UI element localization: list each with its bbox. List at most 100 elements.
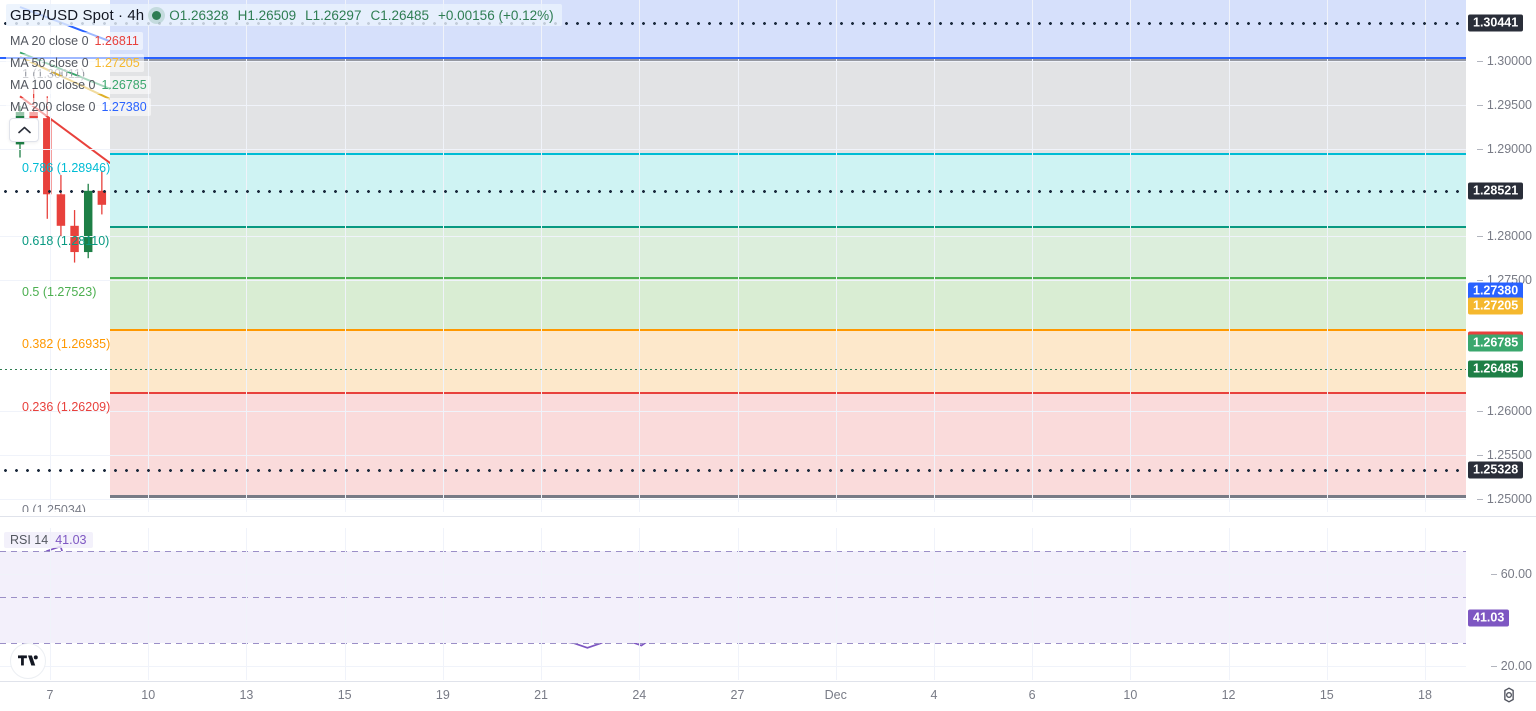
grid-line: [639, 0, 641, 512]
horizontal-level-line[interactable]: [0, 189, 1466, 193]
time-tick: 19: [435, 688, 450, 702]
grid-line: [1326, 0, 1328, 512]
grid-line: [0, 105, 1466, 107]
rsi-pane[interactable]: [0, 528, 1466, 680]
price-tick: 1.25000: [1476, 492, 1532, 506]
grid-line: [0, 666, 1466, 668]
rsi-threshold-line: [0, 643, 1466, 645]
time-tick: 6: [1028, 688, 1036, 702]
ohlc-change: +0.00156 (+0.12%): [438, 7, 554, 23]
price-badge[interactable]: 1.27205: [1468, 297, 1524, 315]
tick-dash: [1476, 455, 1483, 457]
grid-line: [1032, 0, 1034, 512]
fib-label: 0.786 (1.28946): [22, 160, 111, 175]
fib-zone: [110, 329, 1466, 394]
tick-dash: [1476, 105, 1483, 107]
price-badge[interactable]: 1.25328: [1468, 461, 1524, 479]
symbol-title: GBP/USD Spot · 4h: [10, 6, 145, 24]
grid-line: [246, 528, 248, 680]
time-tick: 15: [1319, 688, 1334, 702]
horizontal-level-line[interactable]: [0, 469, 1466, 473]
fib-line: [110, 494, 1466, 498]
fib-label: 0.618 (1.28110): [22, 233, 110, 248]
grid-line: [1228, 528, 1230, 680]
fib-zone: [110, 393, 1466, 496]
grid-line: [0, 61, 1466, 63]
time-tick: 18: [1418, 688, 1432, 702]
time-tick: 4: [930, 688, 938, 702]
collapse-pane-button[interactable]: [9, 118, 39, 142]
chevron-up-icon: [17, 126, 31, 134]
time-tick: 24: [632, 688, 647, 702]
price-axis[interactable]: 1.30000 1.29500 1.29000 1.28000 1.27500 1.260…: [1466, 0, 1536, 512]
price-badge[interactable]: 1.30441: [1468, 14, 1524, 32]
fib-line: [110, 152, 1466, 155]
grid-line: [344, 0, 346, 512]
tick-dash: [1476, 411, 1483, 413]
horizontal-level-line[interactable]: [0, 21, 1466, 25]
ma-legend-name: MA 200 close 0: [10, 100, 96, 114]
ohlc-low: L1.26297: [305, 7, 362, 23]
grid-line: [50, 528, 51, 680]
rsi-axis[interactable]: 60.00 20.00 41.03: [1466, 528, 1536, 680]
chart-settings-button[interactable]: [1500, 686, 1520, 706]
price-pane[interactable]: 1 (1.30011) 0.786 (1.28946) 0.618 (1.28110…: [0, 0, 1466, 512]
grid-line: [1228, 0, 1230, 512]
price-tick: 1.29500: [1476, 98, 1532, 112]
fib-label: 0.382 (1.26935): [22, 336, 111, 351]
grid-line: [639, 528, 641, 680]
grid-line: [442, 528, 444, 680]
time-tick: 27: [730, 688, 745, 702]
fib-label: 0 (1.25034): [22, 502, 86, 512]
time-tick: 12: [1221, 688, 1236, 702]
time-tick: Dec: [824, 688, 847, 702]
ohlc-high: H1.26509: [237, 7, 297, 23]
ma-legend-row-2[interactable]: MA 50 close 0 1.27205: [6, 54, 144, 72]
price-tick: 1.29000: [1476, 142, 1532, 156]
time-axis[interactable]: 7 10 13 15 19 21 24 27 Dec 4 6 10 12 15 18: [0, 681, 1536, 711]
rsi-badge[interactable]: 41.03: [1468, 609, 1510, 627]
tick-dash: [1476, 498, 1483, 500]
ma-legend-row-4[interactable]: MA 200 close 0 1.27380: [6, 98, 151, 116]
fib-zone: [110, 278, 1466, 330]
rsi-band: [0, 551, 1466, 644]
candle: [83, 183, 93, 259]
grid-line: [0, 574, 1466, 576]
price-badge[interactable]: 1.28521: [1468, 182, 1524, 200]
ohlc-close: C1.26485: [370, 7, 430, 23]
grid-line: [737, 528, 739, 680]
grid-line: [148, 0, 150, 512]
ma-legend-value: 1.27205: [94, 56, 140, 70]
grid-line: [0, 280, 1466, 282]
rsi-threshold-line: [0, 551, 1466, 553]
ma-legend-row-3[interactable]: MA 100 close 0 1.26785: [6, 76, 151, 94]
candle: [56, 175, 66, 237]
grid-line: [1326, 528, 1328, 680]
time-tick: 10: [1123, 688, 1138, 702]
grid-line: [737, 0, 739, 512]
ma-legend-name: MA 20 close 0: [10, 34, 89, 48]
pane-separator[interactable]: [0, 516, 1536, 517]
ohlc-open: O1.26328: [169, 7, 229, 23]
grid-line: [835, 528, 837, 680]
ma-legend-row-1[interactable]: MA 20 close 0 1.26811: [6, 32, 143, 50]
price-badge[interactable]: 1.26785: [1468, 334, 1524, 352]
price-badge[interactable]: 1.26485: [1468, 360, 1524, 378]
grid-line: [0, 411, 1466, 413]
fib-line: [110, 392, 1466, 395]
grid-line: [0, 148, 1466, 150]
ohlc-values: O1.26328 H1.26509 L1.26297 C1.26485 +0.0…: [169, 8, 553, 23]
candle: [43, 96, 52, 219]
tradingview-logo[interactable]: [10, 643, 46, 679]
rsi-legend[interactable]: RSI 14 41.03: [4, 532, 93, 548]
price-tick: 1.28000: [1476, 229, 1532, 243]
last-price-line: [0, 368, 1466, 370]
grid-line: [933, 0, 935, 512]
price-badge[interactable]: 1.27380: [1468, 282, 1524, 300]
tick-dash: [1476, 61, 1483, 63]
fib-line: [110, 277, 1466, 280]
tick-dash: [1476, 236, 1483, 238]
grid-line: [0, 498, 1466, 500]
symbol-legend[interactable]: GBP/USD Spot · 4h O1.26328 H1.26509 L1.2…: [6, 4, 562, 26]
fib-zone: [110, 60, 1466, 154]
